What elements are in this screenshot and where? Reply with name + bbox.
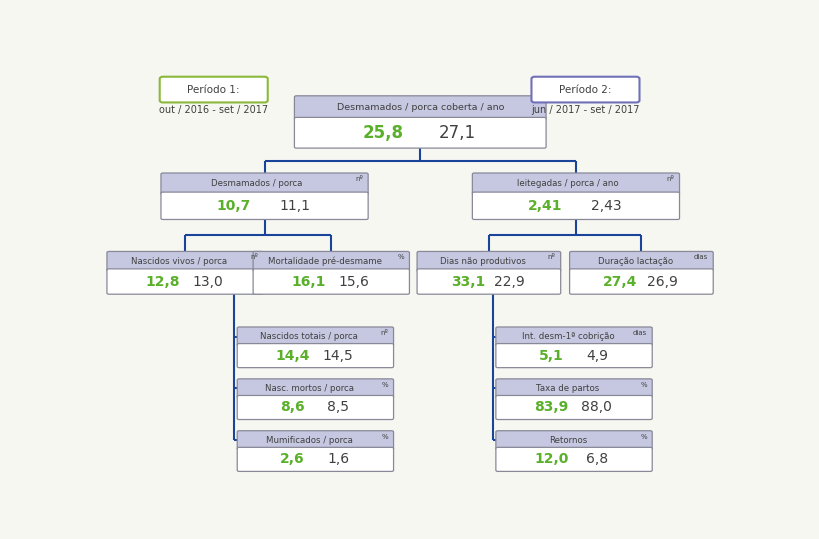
Text: %: % — [640, 434, 646, 440]
Text: 2,41: 2,41 — [527, 199, 562, 213]
FancyBboxPatch shape — [495, 447, 651, 472]
Text: 5,1: 5,1 — [538, 349, 563, 363]
Text: dias: dias — [693, 254, 708, 260]
Text: 15,6: 15,6 — [338, 274, 369, 288]
FancyBboxPatch shape — [417, 269, 560, 294]
Text: %: % — [382, 382, 388, 388]
Text: Duração lactação: Duração lactação — [598, 257, 672, 266]
FancyBboxPatch shape — [161, 192, 368, 219]
FancyBboxPatch shape — [495, 379, 651, 398]
FancyBboxPatch shape — [237, 343, 393, 368]
Text: Dias não produtivos: Dias não produtivos — [440, 257, 526, 266]
Text: Retornos: Retornos — [548, 436, 586, 445]
Text: Período 2:: Período 2: — [559, 85, 611, 94]
Text: leitegadas / porca / ano: leitegadas / porca / ano — [516, 179, 618, 188]
FancyBboxPatch shape — [495, 327, 651, 346]
FancyBboxPatch shape — [417, 251, 560, 271]
Text: jun / 2017 - set / 2017: jun / 2017 - set / 2017 — [531, 105, 639, 114]
FancyBboxPatch shape — [531, 77, 639, 102]
Text: 8,6: 8,6 — [280, 400, 305, 414]
Text: Mortalidade pré-desmame: Mortalidade pré-desmame — [268, 257, 382, 266]
FancyBboxPatch shape — [569, 269, 713, 294]
Text: 8,5: 8,5 — [327, 400, 349, 414]
Text: 25,8: 25,8 — [362, 124, 403, 142]
Text: 13,0: 13,0 — [192, 274, 223, 288]
Text: nº: nº — [250, 254, 258, 260]
Text: 11,1: 11,1 — [279, 199, 310, 213]
Text: dias: dias — [632, 330, 646, 336]
Text: 10,7: 10,7 — [217, 199, 251, 213]
FancyBboxPatch shape — [237, 447, 393, 472]
Text: 1,6: 1,6 — [327, 452, 349, 466]
Text: nº: nº — [380, 330, 388, 336]
Text: 22,9: 22,9 — [494, 274, 525, 288]
Text: %: % — [640, 382, 646, 388]
Text: out / 2016 - set / 2017: out / 2016 - set / 2017 — [159, 105, 268, 114]
FancyBboxPatch shape — [237, 327, 393, 346]
Text: 2,6: 2,6 — [280, 452, 305, 466]
Text: 83,9: 83,9 — [533, 400, 568, 414]
Text: Nasc. mortos / porca: Nasc. mortos / porca — [265, 384, 353, 393]
FancyBboxPatch shape — [495, 343, 651, 368]
Text: Nascidos totais / porca: Nascidos totais / porca — [260, 332, 358, 341]
Text: 14,4: 14,4 — [275, 349, 310, 363]
Text: 88,0: 88,0 — [581, 400, 612, 414]
Text: Mumificados / porca: Mumificados / porca — [265, 436, 352, 445]
Text: Nascidos vivos / porca: Nascidos vivos / porca — [131, 257, 227, 266]
Text: Taxa de partos: Taxa de partos — [536, 384, 599, 393]
Text: 6,8: 6,8 — [585, 452, 607, 466]
FancyBboxPatch shape — [237, 431, 393, 450]
FancyBboxPatch shape — [106, 251, 263, 271]
FancyBboxPatch shape — [495, 396, 651, 419]
FancyBboxPatch shape — [253, 251, 409, 271]
Text: 26,9: 26,9 — [646, 274, 677, 288]
FancyBboxPatch shape — [495, 431, 651, 450]
FancyBboxPatch shape — [237, 396, 393, 419]
Text: 27,1: 27,1 — [438, 124, 475, 142]
FancyBboxPatch shape — [569, 251, 713, 271]
Text: 12,0: 12,0 — [533, 452, 568, 466]
Text: 33,1: 33,1 — [450, 274, 485, 288]
Text: 4,9: 4,9 — [586, 349, 607, 363]
Text: nº: nº — [666, 176, 673, 182]
Text: Período 1:: Período 1: — [188, 85, 240, 94]
FancyBboxPatch shape — [106, 269, 263, 294]
Text: 14,5: 14,5 — [323, 349, 353, 363]
FancyBboxPatch shape — [294, 118, 545, 148]
Text: %: % — [397, 254, 404, 260]
Text: nº: nº — [355, 176, 363, 182]
Text: nº: nº — [547, 254, 555, 260]
FancyBboxPatch shape — [253, 269, 409, 294]
Text: 12,8: 12,8 — [145, 274, 179, 288]
FancyBboxPatch shape — [472, 173, 679, 195]
FancyBboxPatch shape — [161, 173, 368, 195]
FancyBboxPatch shape — [472, 192, 679, 219]
Text: %: % — [382, 434, 388, 440]
Text: 16,1: 16,1 — [291, 274, 325, 288]
Text: 2,43: 2,43 — [590, 199, 621, 213]
Text: Desmamados / porca: Desmamados / porca — [210, 179, 301, 188]
FancyBboxPatch shape — [160, 77, 267, 102]
Text: Desmamados / porca coberta / ano: Desmamados / porca coberta / ano — [336, 103, 504, 112]
Text: 27,4: 27,4 — [603, 274, 637, 288]
FancyBboxPatch shape — [294, 96, 545, 120]
Text: Int. desm-1ª cobrição: Int. desm-1ª cobrição — [521, 332, 613, 341]
FancyBboxPatch shape — [237, 379, 393, 398]
